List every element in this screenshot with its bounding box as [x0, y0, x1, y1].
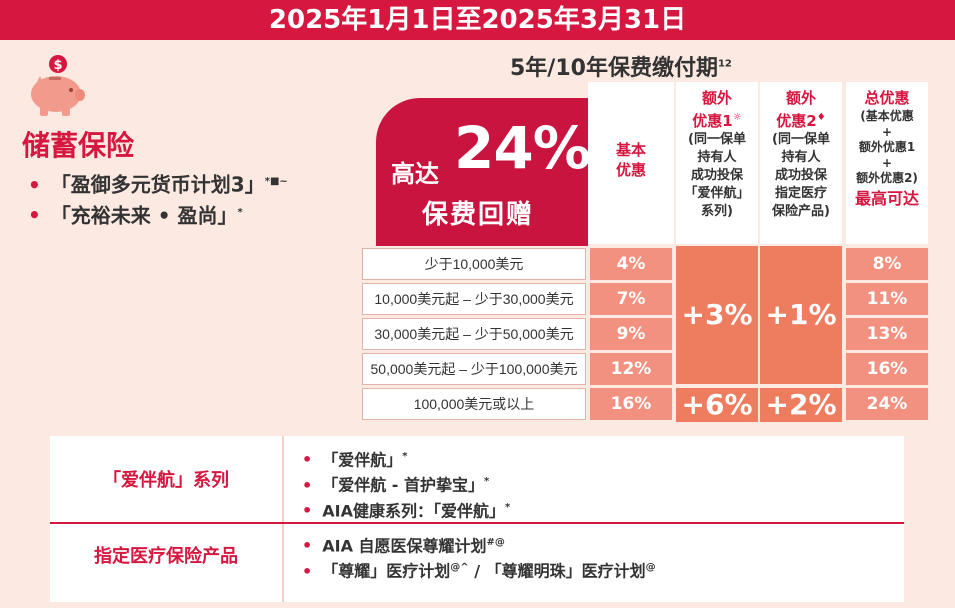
list-item: • 「尊耀」医疗计划@^ / 「尊耀明珠」医疗计划@	[302, 557, 656, 582]
product-name: 「尊耀」医疗计划	[322, 561, 451, 581]
list-item: • 「盈御多元货币计划3」*■~	[28, 168, 288, 199]
header-line: 总优惠	[864, 89, 910, 107]
promo-badge: 高达 24% 保费回赠	[376, 98, 591, 246]
header-line: 优惠2	[776, 112, 817, 130]
product-name: AIA 自愿医保尊耀计划	[322, 536, 487, 556]
row-divider	[50, 522, 904, 524]
header-extra-offer-1: 额外 优惠1☼ (同一保单 持有人 成功投保 「爱伴航」 系列)	[676, 82, 758, 244]
bullet: •	[302, 450, 313, 470]
footnote-mark: ♦	[816, 112, 826, 123]
extra-offer-1-cell: +6%	[676, 388, 758, 422]
list-item: • AIA 自愿医保尊耀计划#@	[302, 532, 656, 557]
footnote-mark: *	[237, 206, 243, 218]
eligible-products-legend: 「爱伴航」系列 • 「爱伴航」* • 「爱伴航 - 首护挚宝」* • AIA健康系列：…	[50, 436, 904, 602]
bullet: •	[28, 203, 41, 228]
footnote-mark: *	[484, 476, 490, 488]
footnote-mark: *■~	[264, 176, 288, 187]
premium-range-cell: 50,000美元起 – 少于100,000美元	[362, 353, 586, 385]
header-max-label: 最高可达	[854, 189, 919, 208]
extra-offer-2-cell: +2%	[760, 388, 842, 422]
bullet: •	[302, 536, 313, 556]
list-item: • 「爱伴航」*	[302, 446, 510, 471]
header-line: 基本	[615, 141, 646, 159]
plan-name: 「充裕未来 • 盈尚」	[50, 203, 238, 228]
date-banner: 2025年1月1日至2025年3月31日	[0, 0, 955, 40]
header-desc: 保险产品)	[772, 204, 830, 219]
list-item: • 「爱伴航 - 首护挚宝」*	[302, 471, 510, 496]
total-offer-cell: 24%	[846, 388, 928, 420]
footnote-mark: #@	[486, 537, 505, 548]
category-2-products: • AIA 自愿医保尊耀计划#@ • 「尊耀」医疗计划@^ / 「尊耀明珠」医疗计划…	[302, 532, 656, 583]
basic-offer-cell: 7%	[590, 283, 672, 315]
header-desc: (同一保单	[688, 132, 746, 147]
category-aiabanhang-series: 「爱伴航」系列	[103, 470, 229, 491]
header-desc: +	[881, 156, 893, 170]
premium-range-cell: 100,000美元或以上	[362, 388, 586, 420]
header-line: 额外	[785, 89, 816, 107]
savings-plan-list: • 「盈御多元货币计划3」*■~ • 「充裕未来 • 盈尚」*	[28, 168, 288, 229]
payment-period-label: 5年/10年保费缴付期	[510, 56, 718, 81]
header-desc: (基本优惠	[860, 109, 914, 123]
header-desc: 持有人	[697, 150, 737, 165]
payment-period-title: 5年/10年保费缴付期12	[510, 50, 732, 82]
product-category-title: 储蓄保险	[22, 129, 135, 162]
category-medical-products: 指定医疗保险产品	[94, 546, 238, 567]
list-item: • 「充裕未来 • 盈尚」*	[28, 199, 288, 230]
basic-offer-cell: 9%	[590, 318, 672, 350]
footnote-mark: 12	[717, 58, 732, 70]
extra-offer-2-cell: +1%	[760, 246, 842, 384]
basic-offer-cell: 16%	[590, 388, 672, 420]
promo-percent: 24%	[454, 114, 591, 182]
header-desc: +	[881, 125, 893, 139]
product-name: AIA健康系列：「爱伴航」	[322, 500, 505, 520]
total-offer-cell: 16%	[846, 353, 928, 385]
header-desc: 持有人	[781, 150, 821, 165]
basic-offer-cell: 12%	[590, 353, 672, 385]
product-name: / 「尊耀明珠」医疗计划	[468, 561, 646, 581]
header-line: 优惠1	[692, 112, 733, 130]
footnote-mark: @	[645, 562, 656, 574]
list-item: • AIA健康系列：「爱伴航」*	[302, 497, 510, 522]
header-desc: 系列)	[701, 204, 733, 219]
header-basic-offer: 基本 优惠	[588, 82, 674, 244]
total-offer-cell: 13%	[846, 318, 928, 350]
header-desc: 「爱伴航」	[684, 186, 750, 201]
premium-range-cell: 10,000美元起 – 少于30,000美元	[362, 283, 586, 315]
extra-offer-1-cell: +3%	[676, 246, 758, 384]
premium-range-cell: 少于10,000美元	[362, 248, 586, 280]
header-line: 额外	[701, 89, 732, 107]
product-name: 「爱伴航」	[322, 450, 403, 470]
header-desc: 额外优惠2)	[856, 171, 918, 185]
footnote-mark: *	[402, 451, 408, 462]
bullet: •	[28, 172, 41, 197]
header-line: 优惠	[615, 161, 646, 179]
header-desc: 指定医疗	[774, 186, 827, 201]
column-divider	[282, 436, 284, 602]
header-total-offer: 总优惠 (基本优惠 + 额外优惠1 + 额外优惠2) 最高可达	[846, 82, 928, 244]
product-name: 「爱伴航 - 首护挚宝」	[322, 475, 485, 495]
header-desc: 额外优惠1	[858, 140, 916, 154]
header-desc: 成功投保	[690, 168, 743, 183]
bullet: •	[302, 500, 313, 520]
plan-name: 「盈御多元货币计划3」	[50, 172, 265, 197]
basic-offer-cell: 4%	[590, 248, 672, 280]
promo-gift-label: 保费回赠	[422, 200, 535, 230]
footnote-mark: @^	[450, 562, 469, 574]
footnote-mark: ☼	[732, 112, 742, 123]
total-offer-cell: 8%	[846, 248, 928, 280]
bullet: •	[302, 561, 313, 581]
svg-text:$: $	[53, 58, 62, 73]
piggy-bank-icon: $	[31, 55, 85, 116]
total-offer-cell: 11%	[846, 283, 928, 315]
header-desc: (同一保单	[772, 132, 830, 147]
footnote-mark: *	[504, 501, 511, 513]
promo-upto: 高达	[391, 160, 439, 188]
category-1-products: • 「爱伴航」* • 「爱伴航 - 首护挚宝」* • AIA健康系列：「爱伴航」*	[302, 446, 510, 522]
header-desc: 成功投保	[774, 168, 827, 183]
header-extra-offer-2: 额外 优惠2♦ (同一保单 持有人 成功投保 指定医疗 保险产品)	[760, 82, 842, 244]
bullet: •	[302, 475, 313, 495]
premium-range-cell: 30,000美元起 – 少于50,000美元	[362, 318, 586, 350]
